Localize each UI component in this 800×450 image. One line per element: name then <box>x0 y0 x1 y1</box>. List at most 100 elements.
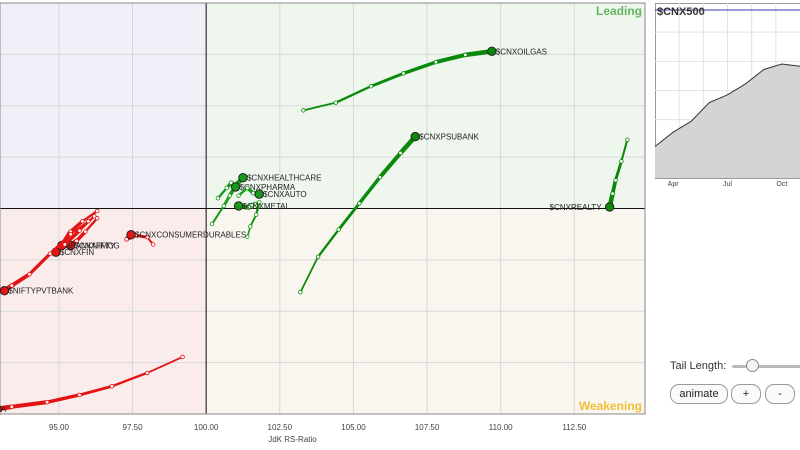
tail-point <box>9 283 14 288</box>
series: $CNXREALTY <box>550 137 630 212</box>
tail-segment <box>433 52 468 65</box>
head-point <box>238 172 248 183</box>
tail-segment <box>614 159 623 182</box>
tail-segment <box>110 371 149 388</box>
tail-point <box>77 392 82 398</box>
tail-point <box>301 108 306 113</box>
series-label: $CNXPHARMA <box>240 183 296 192</box>
tail-point <box>357 201 362 206</box>
tail-point <box>92 214 97 219</box>
tail-segment <box>0 404 15 411</box>
tail-segment <box>211 204 225 225</box>
tail-segment <box>302 101 337 112</box>
series: $CNXCONSUMERDURABLES <box>124 230 246 247</box>
tail-segment <box>316 228 340 258</box>
tail-segment <box>84 217 99 233</box>
tail-point <box>221 203 227 209</box>
tail-point <box>124 237 129 242</box>
head-point <box>0 286 10 296</box>
series-label: $CNXFIN <box>60 248 94 257</box>
plot-border <box>0 2 646 415</box>
tail-segment <box>334 85 373 104</box>
tail-point <box>248 224 253 229</box>
rrg-chart: Leading Weakening 95.00 97.50 100.00 102.50 10… <box>0 2 646 444</box>
x-tick-label: 112.50 <box>562 423 586 432</box>
tail-point <box>145 235 150 240</box>
x-tick-label: 95.00 <box>49 423 70 432</box>
tail-segment <box>45 393 82 404</box>
series: A <box>0 354 185 414</box>
plus-button[interactable]: + <box>731 384 761 404</box>
tail-point <box>336 227 341 232</box>
tail-point <box>368 84 374 89</box>
x-tick-label: 102.50 <box>268 423 293 432</box>
head-point <box>410 131 420 142</box>
animate-button[interactable]: animate <box>670 384 728 404</box>
tail-point <box>224 185 229 191</box>
tail-point <box>228 180 234 186</box>
tail-segment <box>401 60 438 76</box>
tail-point <box>625 137 630 142</box>
tail-segment <box>9 400 50 409</box>
series-label: $CNXFMCG <box>75 241 120 250</box>
mini-area <box>655 64 800 178</box>
tail-segment <box>620 138 629 163</box>
head-point <box>0 405 2 413</box>
controls-panel: Tail Length: animate + - <box>670 355 800 450</box>
tail-length-slider[interactable] <box>732 365 800 368</box>
mini-title: $CNX500 <box>657 6 705 18</box>
series-label: $CNXREALTY <box>550 203 603 212</box>
tail-segment <box>377 150 403 180</box>
mini-x-tick-label: Jul <box>723 181 732 188</box>
tail-segment <box>27 252 52 276</box>
tail-point <box>610 191 615 196</box>
series: $CNXAUTO <box>236 185 307 199</box>
series-label: $CNXCONSUMERDURABLES <box>135 231 246 240</box>
x-tick-label: 100.00 <box>194 423 219 432</box>
tail-point <box>254 212 259 217</box>
mini-line <box>655 63 800 147</box>
tail-point <box>80 219 85 224</box>
tail-point <box>62 242 67 247</box>
tail-segment <box>69 220 90 236</box>
tail-point <box>145 370 150 376</box>
tail-point <box>256 200 262 205</box>
head-point <box>126 230 136 240</box>
tail-point <box>619 159 624 164</box>
mini-x-tick-label: Apr <box>668 181 680 188</box>
series-label: $CNXHEALTHCARE <box>247 174 322 183</box>
tail-point <box>227 193 232 198</box>
mini-x-tick-label: Oct <box>776 181 787 188</box>
series: $NIFTYPVTBANK <box>0 219 91 296</box>
series-label: $CNXOILGAS <box>496 47 547 56</box>
series-label: $CNXMETAL <box>243 202 291 211</box>
series: $CNXPHARMA <box>215 180 296 201</box>
tail-point <box>150 242 156 247</box>
tail-length-slider-knob[interactable] <box>746 359 759 372</box>
tail-point <box>109 384 115 389</box>
tail-point <box>245 234 250 239</box>
tail-point <box>209 221 215 227</box>
head-point <box>254 189 264 199</box>
quadrant-label-leading: Leading <box>596 4 642 18</box>
tail-point <box>298 290 303 295</box>
series-label: $CNXPSUBANK <box>419 133 479 142</box>
series-label: $NIFTYPVTBANK <box>8 287 74 296</box>
tail-segment <box>337 201 361 232</box>
tail-point <box>83 229 88 234</box>
minus-button[interactable]: - <box>765 384 795 404</box>
tail-length-label: Tail Length: <box>670 360 727 372</box>
tail-point <box>44 399 50 405</box>
x-tick-label: 107.50 <box>415 423 440 432</box>
tail-point <box>94 208 100 214</box>
tail-point <box>27 272 32 277</box>
series: $CNXMETAL <box>233 200 291 239</box>
head-point <box>233 201 244 211</box>
series-label: $BANKNIFTY <box>66 241 116 250</box>
tail-segment <box>78 384 114 397</box>
tail-point <box>236 193 241 198</box>
x-axis-label: JdK RS-Ratio <box>268 435 317 444</box>
tail-segment <box>369 71 405 88</box>
quadrant-label-weakening: Weakening <box>579 399 642 413</box>
tail-segment <box>357 175 382 206</box>
